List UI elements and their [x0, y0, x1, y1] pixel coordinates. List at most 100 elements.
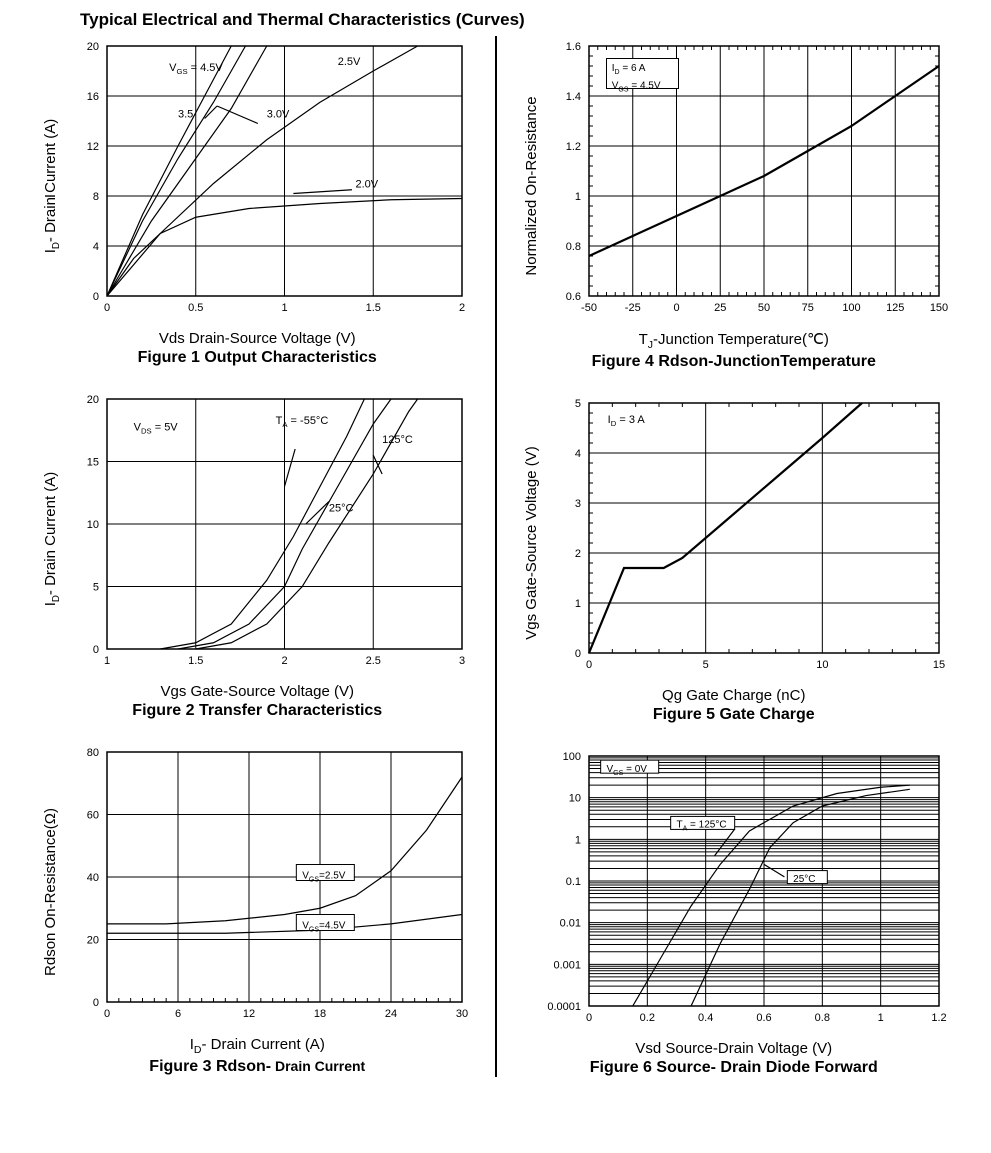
svg-text:ID- Drain Current (A): ID- Drain Current (A) [42, 119, 62, 254]
svg-text:5: 5 [575, 398, 581, 410]
svg-text:1.5: 1.5 [188, 655, 203, 667]
svg-text:12: 12 [243, 1008, 255, 1020]
svg-text:0.8: 0.8 [565, 241, 580, 253]
svg-text:12: 12 [87, 141, 99, 153]
chart-rdson-junction-temp: -50-2502550751001251500.60.811.21.41.6No… [514, 36, 954, 326]
svg-text:3: 3 [575, 498, 581, 510]
svg-text:60: 60 [87, 810, 99, 822]
svg-text:4: 4 [93, 241, 99, 253]
svg-text:VGS=2.5V: VGS=2.5V [303, 871, 347, 884]
svg-text:3: 3 [459, 655, 465, 667]
figure-2: 1 1.5 2 2.5 3 0 5 10 15 20 ID- Drain Current (A) VD… [37, 389, 477, 720]
svg-text:0.6: 0.6 [756, 1012, 771, 1024]
svg-text:1.2: 1.2 [565, 141, 580, 153]
fig6-xlabel: Vsd Source-Drain Voltage (V) [635, 1040, 832, 1057]
figure-3: 0612182430020406080Rdson On-Resistance(Ω… [37, 742, 477, 1076]
chart-output-characteristics: 00.511.52048121620IID- Drain Current (A)… [37, 36, 477, 326]
svg-text:0.5: 0.5 [188, 302, 203, 314]
svg-text:-50: -50 [581, 302, 597, 314]
svg-text:80: 80 [87, 747, 99, 759]
svg-text:2: 2 [459, 302, 465, 314]
svg-text:2.5: 2.5 [366, 655, 381, 667]
svg-text:25: 25 [714, 302, 726, 314]
page-title: Typical Electrical and Thermal Character… [80, 10, 971, 30]
svg-text:1: 1 [575, 834, 581, 846]
chart-diode-forward: 00.20.40.60.811.20.00010.0010.010.111010… [514, 746, 954, 1036]
svg-text:3.0V: 3.0V [267, 108, 290, 120]
svg-text:4: 4 [575, 448, 581, 460]
svg-text:TA = -55°C: TA = -55°C [276, 415, 329, 429]
figure-6: 00.20.40.60.811.20.00010.0010.010.111010… [514, 746, 954, 1077]
svg-text:0: 0 [93, 291, 99, 303]
svg-text:VGS = 4.5V: VGS = 4.5V [169, 62, 223, 76]
fig1-title: Figure 1 Output Characteristics [138, 349, 377, 367]
svg-text:1: 1 [104, 655, 110, 667]
svg-text:6: 6 [175, 1008, 181, 1020]
svg-text:20: 20 [87, 394, 99, 406]
svg-text:1: 1 [575, 191, 581, 203]
svg-text:0.6: 0.6 [565, 291, 580, 303]
fig1-xlabel: Vds Drain-Source Voltage (V) [159, 330, 356, 347]
svg-text:ID- Drain Current (A): ID- Drain Current (A) [42, 472, 62, 607]
fig4-xlabel: TJ-Junction Temperature(℃) [639, 330, 829, 351]
svg-text:1: 1 [575, 598, 581, 610]
figure-5: 051015012345Vgs Gate-Source Voltage (V)I… [514, 393, 954, 724]
svg-text:150: 150 [930, 302, 948, 314]
svg-text:ID = 3 A: ID = 3 A [607, 414, 645, 428]
svg-text:0: 0 [673, 302, 679, 314]
chart-rdson-drain-current: 0612182430020406080Rdson On-Resistance(Ω… [37, 742, 477, 1032]
svg-text:1.5: 1.5 [366, 302, 381, 314]
svg-text:16: 16 [87, 91, 99, 103]
svg-text:0.4: 0.4 [698, 1012, 713, 1024]
svg-text:10: 10 [816, 659, 828, 671]
svg-text:0: 0 [104, 1008, 110, 1020]
svg-text:50: 50 [758, 302, 770, 314]
svg-text:Rdson On-Resistance(Ω): Rdson On-Resistance(Ω) [42, 808, 59, 976]
svg-text:10: 10 [569, 793, 581, 805]
svg-text:VDS = 5V: VDS = 5V [134, 421, 179, 435]
figure-1: 00.511.52048121620IID- Drain Current (A)… [37, 36, 477, 367]
svg-text:15: 15 [933, 659, 945, 671]
fig2-title: Figure 2 Transfer Characteristics [132, 702, 382, 720]
svg-text:VGS=4.5V: VGS=4.5V [303, 921, 347, 934]
svg-text:100: 100 [562, 751, 580, 763]
svg-text:0.1: 0.1 [565, 876, 580, 888]
svg-text:Vgs Gate-Source Voltage (V): Vgs Gate-Source Voltage (V) [523, 446, 540, 639]
svg-text:0: 0 [586, 659, 592, 671]
svg-text:1.6: 1.6 [565, 41, 580, 53]
svg-text:0: 0 [586, 1012, 592, 1024]
svg-text:VGS = 0V: VGS = 0V [606, 764, 647, 777]
svg-text:125°C: 125°C [382, 434, 413, 446]
svg-text:1.2: 1.2 [931, 1012, 946, 1024]
svg-text:0: 0 [93, 644, 99, 656]
svg-text:20: 20 [87, 935, 99, 947]
svg-text:18: 18 [314, 1008, 326, 1020]
svg-text:-25: -25 [625, 302, 641, 314]
svg-text:5: 5 [93, 582, 99, 594]
svg-text:100: 100 [842, 302, 860, 314]
svg-text:40: 40 [87, 872, 99, 884]
svg-text:5: 5 [702, 659, 708, 671]
svg-text:2: 2 [282, 655, 288, 667]
svg-text:1.4: 1.4 [565, 91, 580, 103]
svg-text:0: 0 [93, 997, 99, 1009]
svg-text:0.2: 0.2 [639, 1012, 654, 1024]
svg-text:15: 15 [87, 457, 99, 469]
svg-text:25°C: 25°C [793, 874, 815, 885]
svg-text:Normalized On-Resistance: Normalized On-Resistance [523, 96, 540, 275]
svg-text:0.0001: 0.0001 [547, 1001, 581, 1013]
svg-text:0.8: 0.8 [814, 1012, 829, 1024]
svg-text:8: 8 [93, 191, 99, 203]
svg-text:10: 10 [87, 519, 99, 531]
svg-text:3.5: 3.5 [178, 108, 193, 120]
fig4-title: Figure 4 Rdson-JunctionTemperature [592, 353, 876, 371]
svg-text:2: 2 [575, 548, 581, 560]
fig3-title: Figure 3 Rdson- Drain Current [149, 1058, 365, 1076]
svg-text:1: 1 [282, 302, 288, 314]
svg-text:24: 24 [385, 1008, 397, 1020]
svg-text:75: 75 [801, 302, 813, 314]
svg-text:2.5V: 2.5V [338, 56, 361, 68]
figure-4: -50-2502550751001251500.60.811.21.41.6No… [514, 36, 954, 371]
svg-text:2.0V: 2.0V [356, 178, 379, 190]
fig5-xlabel: Qg Gate Charge (nC) [662, 687, 805, 704]
